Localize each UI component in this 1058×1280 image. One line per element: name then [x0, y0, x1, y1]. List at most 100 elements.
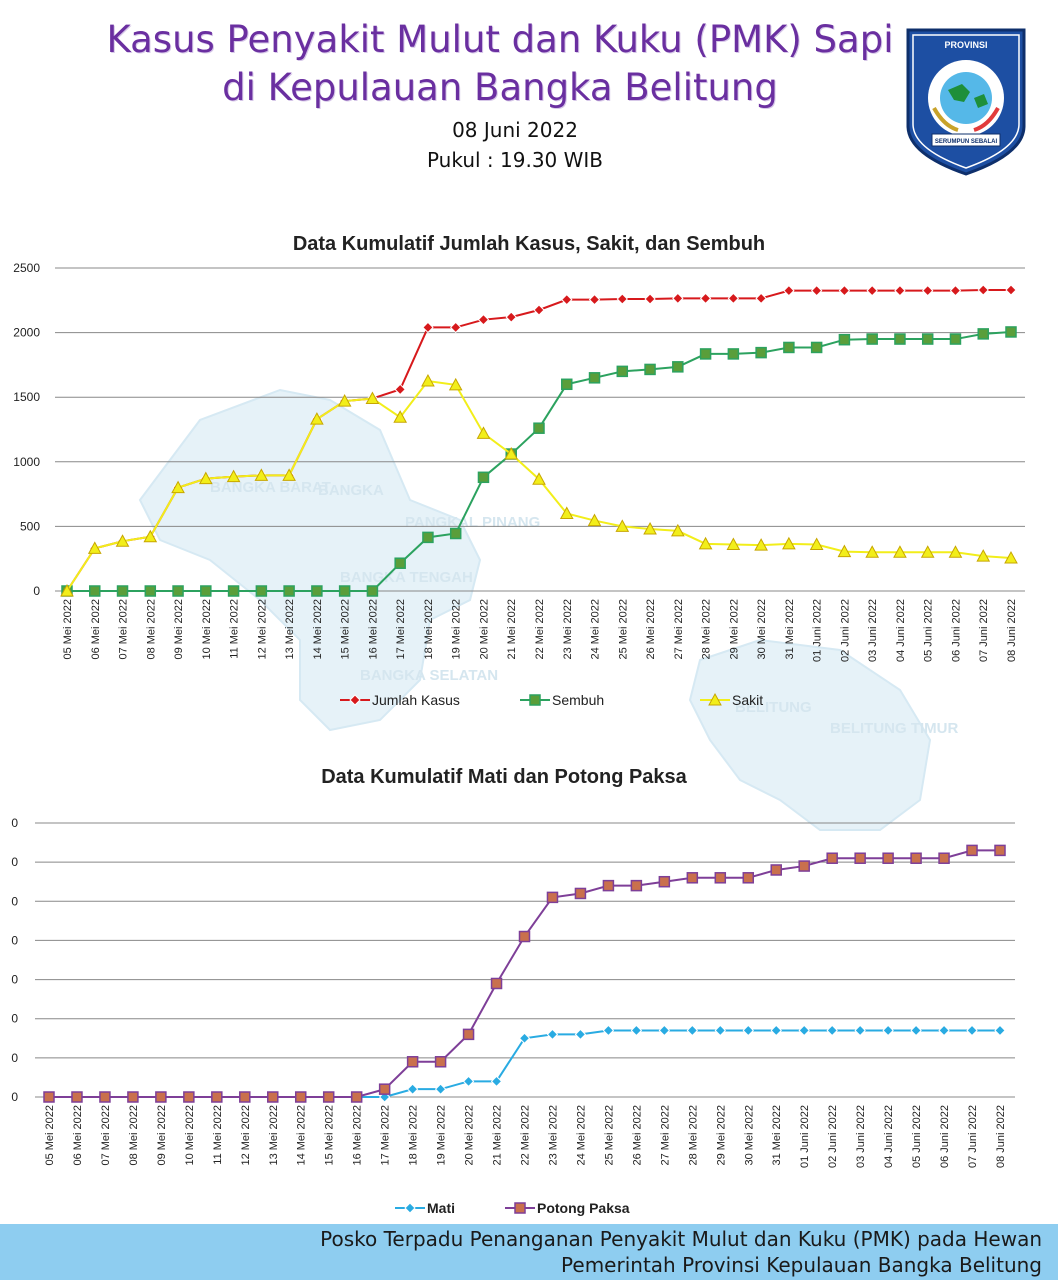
data-point — [337, 394, 352, 407]
data-point — [587, 513, 602, 527]
data-point — [699, 348, 712, 360]
data-point — [686, 1024, 699, 1037]
y-tick-label: 0 — [11, 1090, 18, 1104]
y-tick-label: 2500 — [13, 261, 40, 275]
data-point — [283, 585, 295, 597]
data-point — [699, 292, 712, 305]
data-point — [448, 377, 463, 391]
data-point — [198, 471, 213, 485]
data-point — [838, 284, 851, 297]
data-point — [977, 328, 989, 340]
x-tick-label: 14 Mei 2022 — [296, 1105, 308, 1166]
footer-banner: Posko Terpadu Penanganan Penyakit Mulut … — [0, 1224, 1058, 1280]
x-tick-label: 22 Mei 2022 — [520, 1105, 532, 1166]
data-point — [533, 304, 545, 316]
x-tick-label: 06 Mei 2022 — [90, 599, 102, 660]
data-point — [87, 541, 102, 554]
data-point — [115, 534, 130, 547]
data-point — [894, 284, 906, 297]
x-tick-label: 05 Mei 2022 — [62, 599, 74, 660]
x-tick-label: 31 Mei 2022 — [771, 1105, 783, 1166]
data-point — [518, 1032, 531, 1044]
x-tick-label: 27 Mei 2022 — [659, 1105, 671, 1166]
data-point — [810, 341, 823, 354]
data-point — [686, 872, 699, 884]
data-point — [910, 852, 922, 864]
data-point — [630, 1024, 643, 1037]
data-point — [71, 1091, 83, 1103]
x-tick-label: 25 Mei 2022 — [603, 1105, 615, 1166]
data-point — [574, 887, 587, 900]
legend-label: Sakit — [732, 692, 763, 708]
footer-line1: Posko Terpadu Penanganan Penyakit Mulut … — [320, 1227, 1042, 1251]
data-point — [434, 1056, 447, 1068]
x-tick-label: 05 Juni 2022 — [923, 599, 935, 662]
data-point — [866, 333, 878, 345]
data-point — [378, 1083, 391, 1095]
data-point — [477, 313, 490, 326]
data-point — [200, 585, 212, 597]
data-point — [910, 1024, 922, 1037]
data-point — [406, 1056, 419, 1068]
data-point — [462, 1075, 475, 1088]
data-point — [462, 1028, 475, 1041]
data-point — [89, 585, 101, 597]
data-point — [727, 348, 740, 360]
data-point — [826, 852, 838, 864]
x-tick-label: 21 Mei 2022 — [506, 599, 518, 660]
data-point — [949, 333, 962, 345]
data-point — [155, 1091, 167, 1103]
page-title-line1: Kasus Penyakit Mulut dan Kuku (PMK) Sapi — [106, 18, 894, 61]
data-point — [449, 321, 462, 334]
legend-label: Sembuh — [552, 692, 604, 708]
legend-item: Potong Paksa — [505, 1200, 630, 1216]
map-label-5: BELITUNG — [735, 699, 812, 716]
data-point — [490, 977, 503, 990]
x-tick-label: 03 Juni 2022 — [855, 1105, 867, 1168]
data-point — [1005, 284, 1017, 296]
x-tick-label: 07 Mei 2022 — [118, 599, 130, 660]
data-point — [588, 293, 601, 306]
y-tick-label: 0 — [11, 855, 18, 869]
data-point — [672, 292, 684, 305]
data-point — [977, 284, 989, 296]
x-tick-label: 12 Mei 2022 — [256, 599, 268, 660]
legend-marker — [529, 694, 541, 706]
data-point — [311, 585, 323, 597]
x-tick-label: 05 Mei 2022 — [44, 1105, 56, 1166]
x-tick-label: 08 Juni 2022 — [995, 1105, 1007, 1168]
data-point — [894, 333, 906, 345]
data-point — [920, 545, 935, 558]
legend-item: Jumlah Kasus — [340, 692, 460, 708]
x-tick-label: 04 Juni 2022 — [883, 1105, 895, 1168]
data-point — [144, 585, 157, 597]
x-tick-label: 05 Juni 2022 — [911, 1105, 923, 1168]
data-point — [948, 545, 963, 558]
x-tick-label: 13 Mei 2022 — [284, 599, 296, 660]
data-point — [43, 1091, 55, 1103]
data-point — [966, 844, 978, 857]
data-point — [742, 872, 755, 884]
data-point — [602, 1024, 615, 1037]
data-point — [574, 1028, 587, 1041]
data-point — [644, 293, 656, 305]
data-point — [282, 468, 296, 481]
data-point — [406, 1083, 419, 1095]
x-tick-label: 18 Mei 2022 — [423, 599, 435, 660]
y-tick-label: 0 — [11, 894, 18, 908]
data-point — [116, 585, 129, 597]
x-tick-label: 08 Mei 2022 — [128, 1105, 140, 1166]
data-point — [421, 374, 435, 387]
y-tick-label: 500 — [20, 519, 40, 533]
x-tick-label: 18 Mei 2022 — [408, 1105, 420, 1166]
y-tick-label: 1500 — [13, 390, 40, 404]
belitung-island-shape — [688, 638, 932, 831]
map-label-3: BANGKA TENGAH — [340, 569, 473, 586]
x-tick-label: 26 Mei 2022 — [631, 1105, 643, 1166]
x-tick-label: 23 Mei 2022 — [547, 1105, 559, 1166]
x-tick-label: 26 Mei 2022 — [645, 599, 657, 660]
series-potong-paksa — [43, 844, 1006, 1103]
x-tick-label: 10 Mei 2022 — [201, 599, 213, 660]
data-point — [714, 872, 727, 884]
y-tick-label: 0 — [11, 1012, 18, 1026]
